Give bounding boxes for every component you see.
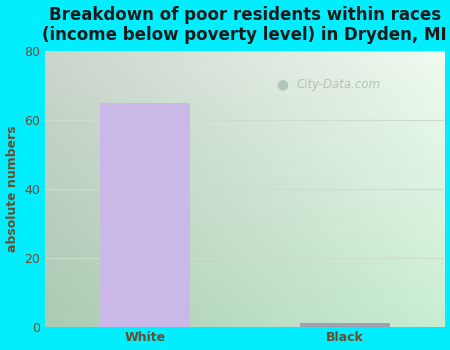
Text: ●: ● — [277, 77, 289, 91]
Title: Breakdown of poor residents within races
(income below poverty level) in Dryden,: Breakdown of poor residents within races… — [42, 6, 447, 44]
Bar — [100, 103, 190, 327]
Y-axis label: absolute numbers: absolute numbers — [5, 126, 18, 252]
Bar — [300, 323, 390, 327]
Text: City-Data.com: City-Data.com — [297, 78, 381, 91]
